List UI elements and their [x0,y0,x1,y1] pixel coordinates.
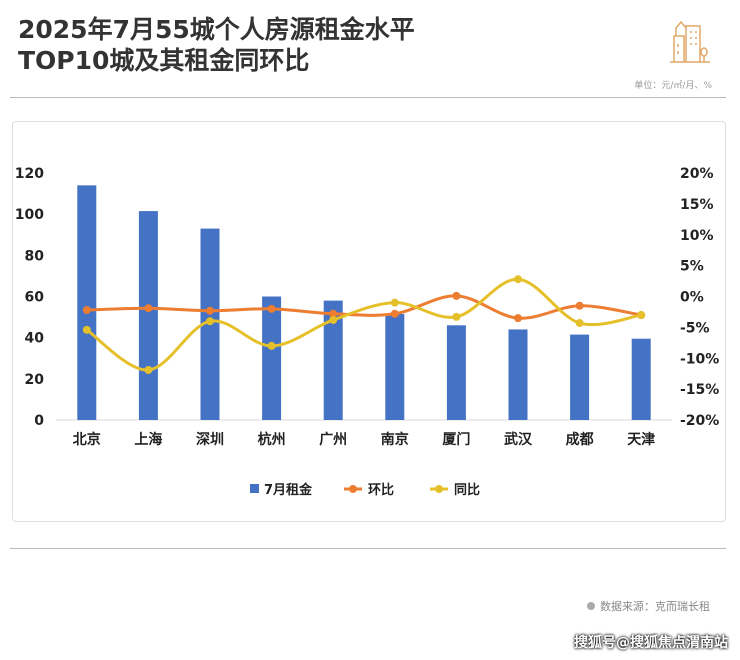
point-yoy [144,365,153,374]
legend-swatch-rent [250,484,259,493]
source-text: 数据来源：克而瑞长租 [600,600,710,613]
legend-label: 7月租金 [264,482,313,498]
bar-rent [446,325,466,420]
x-tick-label: 深圳 [196,431,224,448]
y2-tick-label: -15% [680,382,719,398]
y2-tick-label: -5% [680,320,710,336]
point-mom [575,301,584,310]
point-mom [329,309,338,318]
y-tick-label: 60 [25,290,45,306]
x-tick-label: 上海 [134,431,162,448]
y2-tick-label: 0% [680,290,704,306]
y2-tick-label: 10% [680,228,714,244]
y-tick-label: 80 [25,248,45,264]
y-tick-label: 120 [15,166,44,182]
bar-rent [323,300,343,420]
point-yoy [329,315,338,324]
y2-tick-label: -10% [680,351,719,367]
point-yoy [575,319,584,328]
point-yoy [637,311,646,320]
x-tick-label: 厦门 [442,431,470,448]
bar-rent [631,338,651,420]
point-mom [82,306,91,315]
x-tick-label: 杭州 [258,431,286,448]
y2-tick-label: 5% [680,259,704,275]
footer-watermark: 搜狐号@搜狐焦点渭南站 [574,635,728,651]
point-mom [514,314,522,323]
point-mom [206,306,214,315]
unit-label: 单位：元/㎡/月、% [634,81,712,91]
divider [10,548,726,549]
bar-rent [77,185,97,420]
dot-icon [587,602,595,610]
point-yoy [267,341,276,350]
x-tick-label: 广州 [319,431,347,448]
legend-marker-2 [435,485,443,493]
x-tick-label: 北京 [73,431,101,448]
point-yoy [390,298,399,307]
point-mom [390,309,399,318]
bar-rent [570,334,590,420]
chart-title: 2025年7月55城个人房源租金水平 TOP10城及其租金同环比 [18,14,415,76]
point-yoy [514,275,522,284]
x-tick-label: 武汉 [504,431,533,448]
y-tick-label: 0 [34,413,44,429]
bar-rent [385,313,405,420]
title-line-2: TOP10城及其租金同环比 [18,46,310,75]
x-tick-label: 成都 [566,431,594,448]
data-source: 数据来源：克而瑞长租 [587,598,710,614]
buildings-icon [670,20,710,63]
line-yoy [85,277,642,372]
y-tick-label: 100 [15,207,44,223]
chart-card [12,121,726,522]
point-mom [452,291,461,300]
line-mom [86,294,642,320]
y-tick-label: 20 [25,372,45,388]
y2-tick-label: -20% [680,413,719,429]
y-tick-label: 40 [25,331,45,347]
title-line-1: 2025年7月55城个人房源租金水平 [18,15,415,44]
y2-tick-label: 15% [680,197,714,213]
point-yoy [206,317,214,326]
bar-rent [262,296,282,420]
legend-label: 同比 [454,482,480,498]
combo-chart: 0 20 40 60 80 100 120 -20% -15% -10% -5% 0% 5% 10% 15%… [15,166,720,498]
x-tick-label: 天津 [627,431,655,448]
y2-tick-label: 20% [680,166,714,182]
point-yoy [82,325,91,334]
legend-marker-1 [349,485,357,493]
point-mom [267,304,276,313]
x-tick-label: 南京 [381,431,409,448]
point-yoy [452,312,461,321]
bar-rent [508,329,528,420]
divider [10,97,726,98]
point-mom [144,304,153,313]
bar-rent [138,211,158,420]
legend-label: 环比 [368,482,394,498]
